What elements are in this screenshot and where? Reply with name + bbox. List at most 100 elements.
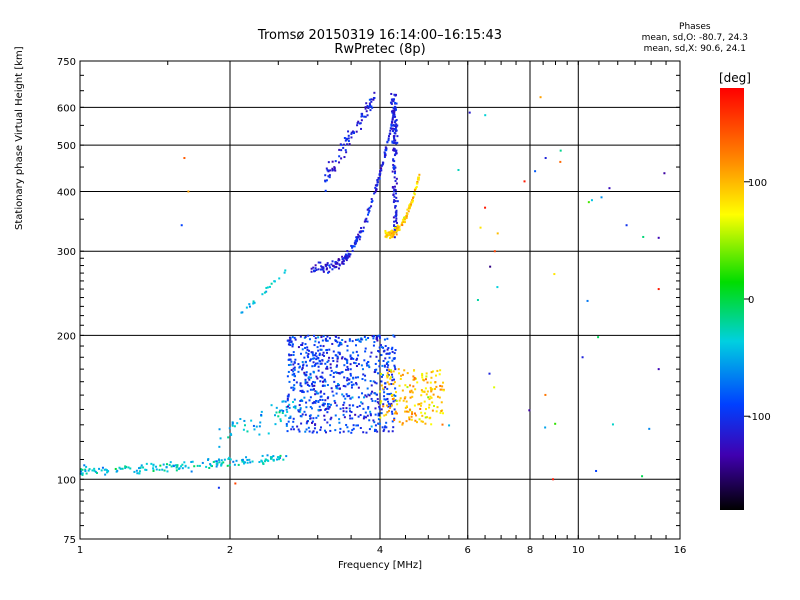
data-point [334, 371, 337, 374]
data-point [93, 467, 96, 470]
data-point [383, 391, 386, 394]
data-point [246, 461, 249, 464]
data-point [386, 387, 389, 390]
data-point [345, 138, 348, 141]
data-point [348, 339, 351, 342]
data-point [625, 224, 628, 227]
data-point [308, 349, 311, 352]
data-point [317, 392, 320, 395]
data-point [346, 344, 349, 347]
data-point [381, 163, 384, 166]
data-point [331, 160, 334, 163]
data-point [408, 416, 411, 419]
data-point [317, 400, 320, 403]
data-point [354, 362, 357, 365]
data-point [350, 132, 353, 135]
data-point [391, 170, 394, 173]
data-point [379, 416, 382, 419]
data-point [332, 394, 335, 397]
data-point [181, 463, 184, 466]
data-point [276, 456, 279, 459]
data-point [398, 372, 401, 375]
data-point [248, 458, 251, 461]
data-point [359, 340, 362, 343]
data-point [393, 176, 396, 179]
data-point [337, 258, 340, 261]
chart-title: Tromsø 20150319 16:14:00–16:15:43 [257, 28, 503, 43]
data-point [313, 357, 316, 360]
data-point [236, 422, 239, 425]
data-point [258, 425, 261, 428]
data-point [392, 130, 395, 133]
data-point [352, 132, 355, 135]
data-point [401, 389, 404, 392]
data-point [258, 433, 261, 436]
data-point [261, 460, 264, 463]
data-point [404, 396, 407, 399]
data-point [368, 394, 371, 397]
data-point [119, 467, 122, 470]
data-point [316, 362, 319, 365]
data-point [324, 189, 327, 192]
data-point [284, 414, 287, 417]
data-point [313, 388, 316, 391]
data-point [220, 459, 223, 462]
data-point [229, 458, 232, 461]
data-point [326, 262, 329, 265]
data-point [292, 370, 295, 373]
data-point [394, 204, 397, 207]
data-point [379, 169, 382, 172]
data-point [346, 365, 349, 368]
data-point [378, 335, 381, 338]
data-point [342, 410, 345, 413]
data-point [298, 366, 301, 369]
data-point [372, 419, 375, 422]
data-point [334, 414, 337, 417]
data-point [364, 350, 367, 353]
data-point [386, 411, 389, 414]
data-point [343, 137, 346, 140]
data-point [342, 259, 345, 262]
data-point [392, 400, 395, 403]
data-point [663, 172, 666, 175]
data-point [311, 351, 314, 354]
data-point [425, 372, 428, 375]
data-point [362, 431, 365, 434]
data-point [393, 165, 396, 168]
data-point [457, 168, 460, 171]
data-point [343, 401, 346, 404]
data-point [396, 200, 399, 203]
data-point [366, 105, 369, 108]
data-point [313, 384, 316, 387]
data-point [144, 468, 147, 471]
data-point [291, 336, 294, 339]
data-point [384, 152, 387, 155]
data-point [301, 399, 304, 402]
data-point [325, 339, 328, 342]
data-point [390, 348, 393, 351]
data-point [382, 405, 385, 408]
data-point [266, 454, 269, 457]
data-point [335, 365, 338, 368]
data-point [288, 341, 291, 344]
y-tick-label: 200 [57, 331, 76, 342]
data-point [165, 463, 168, 466]
data-point [382, 403, 385, 406]
data-point [290, 360, 293, 363]
data-point [283, 271, 286, 274]
data-point [343, 376, 346, 379]
data-point [339, 407, 342, 410]
data-point [304, 380, 307, 383]
data-point [93, 469, 96, 472]
data-point [370, 351, 373, 354]
data-point [395, 177, 398, 180]
data-point [382, 346, 385, 349]
data-point [135, 469, 138, 472]
data-point [523, 180, 526, 183]
data-point [307, 334, 310, 337]
data-point [391, 235, 394, 238]
data-point [270, 282, 273, 285]
data-point [190, 470, 193, 473]
data-point [374, 424, 377, 427]
data-point [377, 372, 380, 375]
